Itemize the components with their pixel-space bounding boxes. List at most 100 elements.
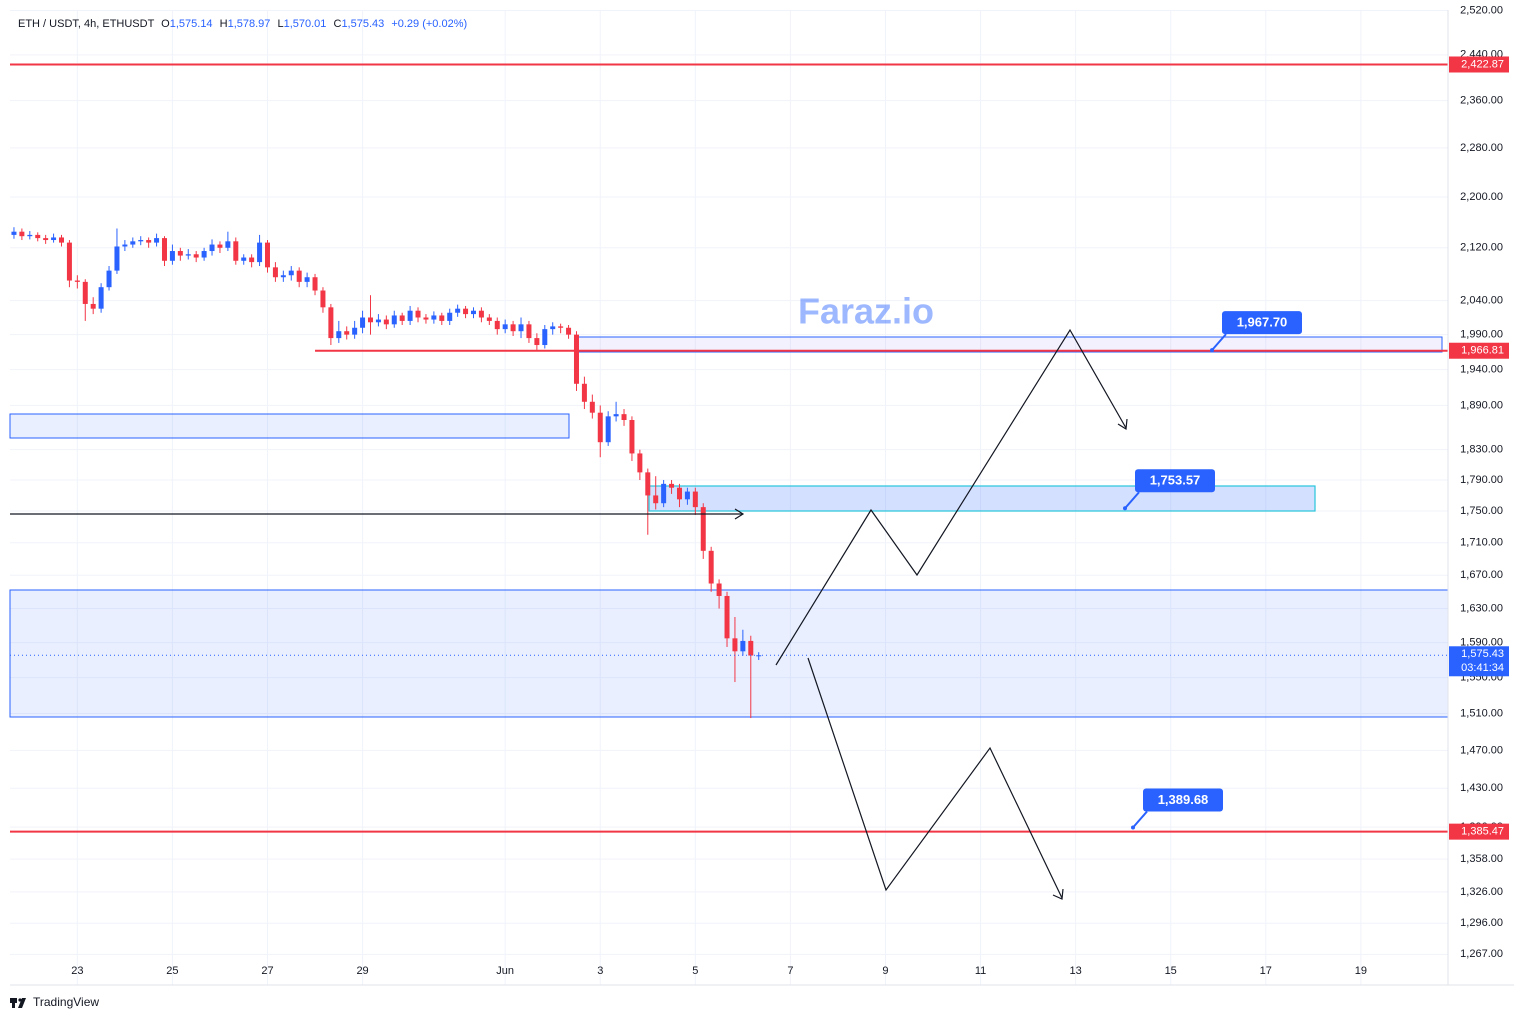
callout-label: 1,389.68 <box>1158 792 1209 807</box>
x-tick-label: 11 <box>975 965 986 977</box>
candle-body <box>146 240 152 243</box>
callout-label: 1,967.70 <box>1237 315 1288 330</box>
ohlc-value: 1,575.14 <box>170 18 213 30</box>
candle-body <box>264 242 270 268</box>
overlay: 1,967.70 1,753.57 1,389.68 2,422.87 1,966.81… <box>1123 56 1509 840</box>
candle-body <box>597 412 603 443</box>
candle-body <box>573 334 579 384</box>
candle-body <box>241 257 247 261</box>
candle-body <box>613 414 619 417</box>
projection-path <box>775 328 1127 666</box>
candle-body <box>645 472 651 496</box>
price-box <box>1449 342 1509 359</box>
candle-body <box>90 303 96 309</box>
candle-body <box>66 242 72 281</box>
y-tick-label: 1,710.00 <box>1460 537 1503 549</box>
symbol: ETH / USDT, 4h, ETHUSDT <box>18 18 155 30</box>
callout-anchor <box>1131 825 1135 830</box>
callout-box <box>1135 469 1215 493</box>
price-box-label: 1,385.47 <box>1461 826 1504 838</box>
candle-body <box>518 324 524 332</box>
candle-body <box>732 638 738 652</box>
callout-box <box>1143 788 1223 812</box>
candle-body <box>344 331 350 335</box>
x-tick-label: 15 <box>1165 965 1177 977</box>
x-tick-label: Jun <box>496 965 514 977</box>
candle-body <box>352 327 358 335</box>
candle-body <box>684 491 690 500</box>
candle-body <box>114 246 120 271</box>
candle-body <box>130 241 136 245</box>
candle-body <box>209 244 215 252</box>
candle-body <box>288 270 294 276</box>
candle-body <box>661 483 667 504</box>
ohlc-value: 1,578.97 <box>228 18 271 30</box>
x-tick-label: 23 <box>71 965 83 977</box>
candle-body <box>58 237 64 243</box>
candle-body <box>534 338 540 346</box>
candle-body <box>621 414 627 421</box>
candle-body <box>431 315 437 320</box>
candle-body <box>177 251 183 256</box>
candle-body <box>526 324 532 339</box>
y-tick-label: 1,430.00 <box>1460 782 1503 794</box>
candle-body <box>463 308 469 315</box>
ohlc-letter: H <box>220 18 228 30</box>
x-tick-label: 27 <box>261 965 273 977</box>
logo-part <box>12 998 15 1008</box>
candle-body <box>82 281 88 304</box>
zone <box>9 413 570 439</box>
y-tick-label: 2,280.00 <box>1460 142 1503 154</box>
candle-body <box>272 267 278 278</box>
candle-body <box>676 487 682 500</box>
countdown: 03:41:34 <box>1461 662 1504 674</box>
candle-body <box>233 241 239 261</box>
brand: TradingView <box>10 995 99 1009</box>
candle-body <box>169 251 175 261</box>
x-tick-label: 29 <box>356 965 368 977</box>
candle-body <box>542 329 548 346</box>
candle-body <box>185 254 191 256</box>
candle-body <box>193 254 199 258</box>
candle-body <box>43 238 49 241</box>
callout-box <box>1222 311 1302 335</box>
logo-part <box>18 998 26 1008</box>
candle-body <box>447 312 453 321</box>
y-tick-label: 1,750.00 <box>1460 505 1503 517</box>
candle-body <box>138 240 144 242</box>
candle-body <box>478 310 484 318</box>
y-tick-label: 1,830.00 <box>1460 444 1503 456</box>
arrow-head <box>734 508 745 520</box>
callout-pointer <box>1211 333 1227 351</box>
candle-body <box>589 401 595 413</box>
grid: 2,520.002,440.002,360.002,280.002,200.00… <box>10 4 1503 985</box>
candle-body <box>383 319 389 325</box>
price-box-label: 1,966.81 <box>1461 345 1504 357</box>
candle-body <box>399 315 405 321</box>
ohlc-value: 1,575.43 <box>341 18 384 30</box>
ohlc-letter: O <box>161 18 170 30</box>
callout-anchor <box>1123 506 1127 511</box>
ohlc-letter: C <box>333 18 341 30</box>
candle-body <box>494 320 500 330</box>
candle-body <box>35 234 41 239</box>
x-tick-label: 7 <box>787 965 793 977</box>
candle-body <box>486 317 492 321</box>
x-tick-label: 17 <box>1260 965 1272 977</box>
y-tick-label: 1,890.00 <box>1460 399 1503 411</box>
candle-body <box>470 310 476 315</box>
candle-body <box>581 383 587 402</box>
candle-body <box>708 550 714 584</box>
watermark: Faraz.io <box>798 291 934 332</box>
candle-body <box>700 507 706 551</box>
candle-body <box>74 280 80 282</box>
candle-body <box>225 241 231 248</box>
plot <box>10 63 1448 833</box>
candle-body <box>716 583 722 596</box>
y-tick-label: 1,990.00 <box>1460 329 1503 341</box>
change: +0.29 (+0.02%) <box>391 18 467 30</box>
drawings <box>10 328 1128 900</box>
arrow-head <box>1117 418 1128 431</box>
candle-body <box>320 290 326 308</box>
x-tick-label: 3 <box>597 965 603 977</box>
